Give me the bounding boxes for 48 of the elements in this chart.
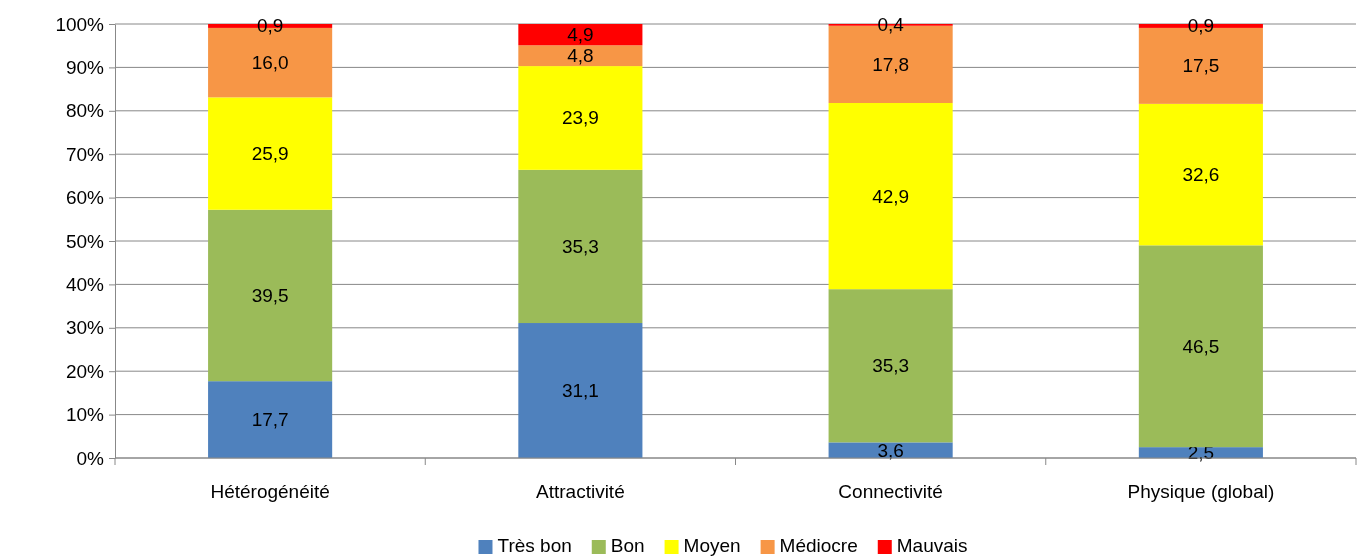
bar bbox=[518, 169, 643, 324]
x-tick-label: Physique (global) bbox=[1127, 481, 1275, 502]
bar bbox=[208, 97, 333, 210]
data-label: 32,6 bbox=[1182, 164, 1220, 186]
y-tick-label: 100% bbox=[55, 13, 105, 35]
bar bbox=[518, 323, 643, 458]
data-label: 31,1 bbox=[561, 380, 599, 402]
data-label: 39,5 bbox=[251, 284, 289, 306]
data-label: 4,9 bbox=[567, 24, 594, 46]
bar bbox=[828, 289, 953, 443]
y-tick-label: 70% bbox=[65, 143, 105, 165]
bar bbox=[1138, 103, 1263, 246]
x-tick-label: Hétérogénéité bbox=[210, 481, 330, 502]
data-label: 17,7 bbox=[251, 409, 289, 431]
data-label: 23,9 bbox=[561, 107, 599, 129]
y-tick-label: 20% bbox=[65, 360, 105, 382]
legend-label: Moyen bbox=[683, 535, 741, 556]
bar bbox=[518, 24, 643, 46]
bar bbox=[828, 102, 953, 290]
data-label: 16,0 bbox=[251, 52, 289, 74]
legend-label: Bon bbox=[610, 535, 645, 556]
data-label: 35,3 bbox=[872, 355, 910, 377]
y-tick-label: 40% bbox=[65, 273, 105, 295]
bar bbox=[518, 66, 643, 170]
data-label: 4,8 bbox=[567, 45, 594, 67]
y-tick-label: 30% bbox=[65, 317, 105, 339]
y-tick-label: 10% bbox=[65, 404, 105, 426]
data-label: 3,6 bbox=[877, 439, 904, 461]
x-tick-label: Connectivité bbox=[838, 481, 943, 502]
data-label: 17,8 bbox=[872, 53, 910, 75]
data-label: 46,5 bbox=[1182, 335, 1220, 357]
bar bbox=[208, 209, 333, 382]
legend-label: Très bon bbox=[497, 535, 572, 556]
bar bbox=[1138, 245, 1263, 448]
x-tick-label: Attractivité bbox=[536, 481, 625, 502]
legend-label: Médiocre bbox=[779, 535, 858, 556]
y-tick-label: 50% bbox=[65, 230, 105, 252]
legend-label: Mauvais bbox=[896, 535, 968, 556]
y-tick-label: 60% bbox=[65, 187, 105, 209]
data-label: 42,9 bbox=[872, 185, 910, 207]
y-tick-label: 80% bbox=[65, 100, 105, 122]
y-tick-label: 0% bbox=[76, 447, 105, 469]
data-label: 35,3 bbox=[561, 235, 599, 257]
data-label: 17,5 bbox=[1182, 55, 1220, 77]
y-tick-label: 90% bbox=[65, 56, 105, 78]
bar bbox=[518, 45, 643, 67]
data-label: 25,9 bbox=[251, 143, 289, 165]
bar bbox=[208, 381, 333, 458]
